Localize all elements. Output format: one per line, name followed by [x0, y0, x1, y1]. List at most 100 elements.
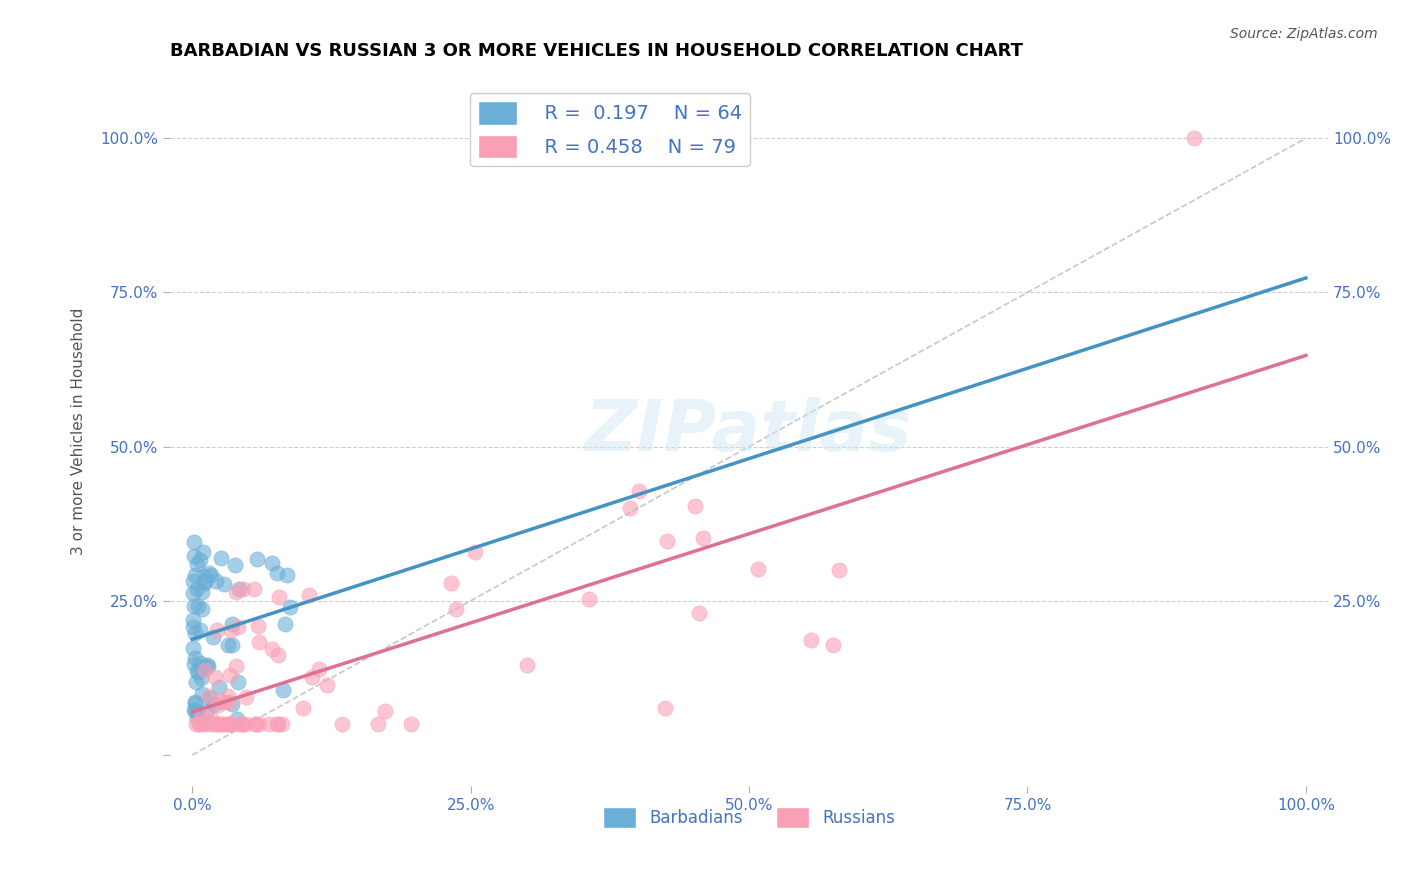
- Point: [218, 667, 240, 681]
- Point: [184, 695, 207, 709]
- Point: [183, 549, 205, 564]
- Point: [308, 662, 330, 676]
- Point: [828, 564, 851, 578]
- Point: [225, 658, 247, 673]
- Point: [205, 624, 228, 638]
- Point: [217, 638, 239, 652]
- Point: [515, 658, 537, 673]
- Point: [1184, 131, 1206, 145]
- Point: [181, 620, 204, 634]
- Point: [209, 694, 232, 708]
- Point: [271, 682, 294, 697]
- Point: [204, 670, 226, 684]
- Point: [245, 717, 267, 731]
- Point: [195, 658, 218, 673]
- Point: [654, 701, 676, 715]
- Point: [226, 713, 249, 727]
- Point: [800, 633, 823, 648]
- Point: [214, 577, 236, 591]
- Point: [224, 558, 246, 572]
- Point: [193, 568, 215, 582]
- Point: [201, 630, 224, 644]
- Point: [181, 586, 204, 600]
- Point: [267, 717, 290, 731]
- Point: [217, 689, 239, 703]
- Point: [194, 717, 217, 731]
- Point: [266, 566, 288, 580]
- Point: [247, 717, 270, 731]
- Point: [186, 674, 208, 689]
- Point: [183, 657, 205, 671]
- Point: [464, 545, 486, 559]
- Point: [266, 717, 288, 731]
- Point: [205, 574, 228, 589]
- Point: [207, 698, 229, 712]
- Text: ZIPatlas: ZIPatlas: [585, 397, 912, 466]
- Point: [226, 620, 249, 634]
- Point: [209, 551, 232, 566]
- Text: BARBADIAN VS RUSSIAN 3 OR MORE VEHICLES IN HOUSEHOLD CORRELATION CHART: BARBADIAN VS RUSSIAN 3 OR MORE VEHICLES …: [170, 42, 1024, 60]
- Point: [188, 656, 211, 670]
- Point: [232, 582, 254, 596]
- Point: [619, 500, 641, 515]
- Point: [186, 558, 208, 572]
- Point: [330, 717, 353, 731]
- Point: [747, 562, 769, 576]
- Point: [374, 704, 396, 718]
- Point: [186, 711, 208, 725]
- Point: [187, 665, 209, 680]
- Point: [219, 717, 242, 731]
- Point: [194, 663, 217, 677]
- Point: [186, 717, 208, 731]
- Point: [399, 717, 422, 731]
- Point: [198, 709, 221, 723]
- Point: [190, 710, 212, 724]
- Point: [221, 697, 243, 711]
- Point: [184, 696, 207, 710]
- Point: [219, 623, 242, 637]
- Point: [211, 717, 233, 731]
- Point: [233, 717, 256, 731]
- Point: [228, 582, 250, 597]
- Point: [191, 687, 214, 701]
- Point: [197, 659, 219, 673]
- Point: [821, 638, 844, 652]
- Point: [246, 552, 269, 566]
- Y-axis label: 3 or more Vehicles in Household: 3 or more Vehicles in Household: [72, 308, 86, 555]
- Point: [228, 717, 250, 731]
- Point: [278, 599, 301, 614]
- Point: [249, 635, 271, 649]
- Point: [208, 681, 231, 695]
- Point: [184, 567, 207, 582]
- Point: [191, 602, 214, 616]
- Point: [262, 556, 284, 570]
- Point: [214, 695, 236, 709]
- Point: [184, 703, 207, 717]
- Point: [218, 717, 240, 731]
- Point: [181, 574, 204, 589]
- Point: [259, 717, 281, 731]
- Point: [190, 671, 212, 685]
- Point: [193, 576, 215, 591]
- Point: [315, 678, 337, 692]
- Point: [628, 484, 651, 499]
- Point: [186, 706, 208, 720]
- Legend: Barbadians, Russians: Barbadians, Russians: [596, 800, 903, 834]
- Point: [183, 599, 205, 614]
- Point: [202, 697, 225, 711]
- Point: [276, 568, 298, 582]
- Point: [246, 619, 269, 633]
- Point: [260, 641, 283, 656]
- Point: [231, 717, 253, 731]
- Point: [440, 575, 463, 590]
- Point: [270, 717, 292, 731]
- Point: [683, 500, 706, 514]
- Point: [183, 703, 205, 717]
- Point: [298, 588, 321, 602]
- Point: [655, 534, 678, 549]
- Point: [218, 695, 240, 709]
- Point: [200, 717, 222, 731]
- Point: [186, 664, 208, 678]
- Point: [688, 607, 710, 621]
- Point: [195, 703, 218, 717]
